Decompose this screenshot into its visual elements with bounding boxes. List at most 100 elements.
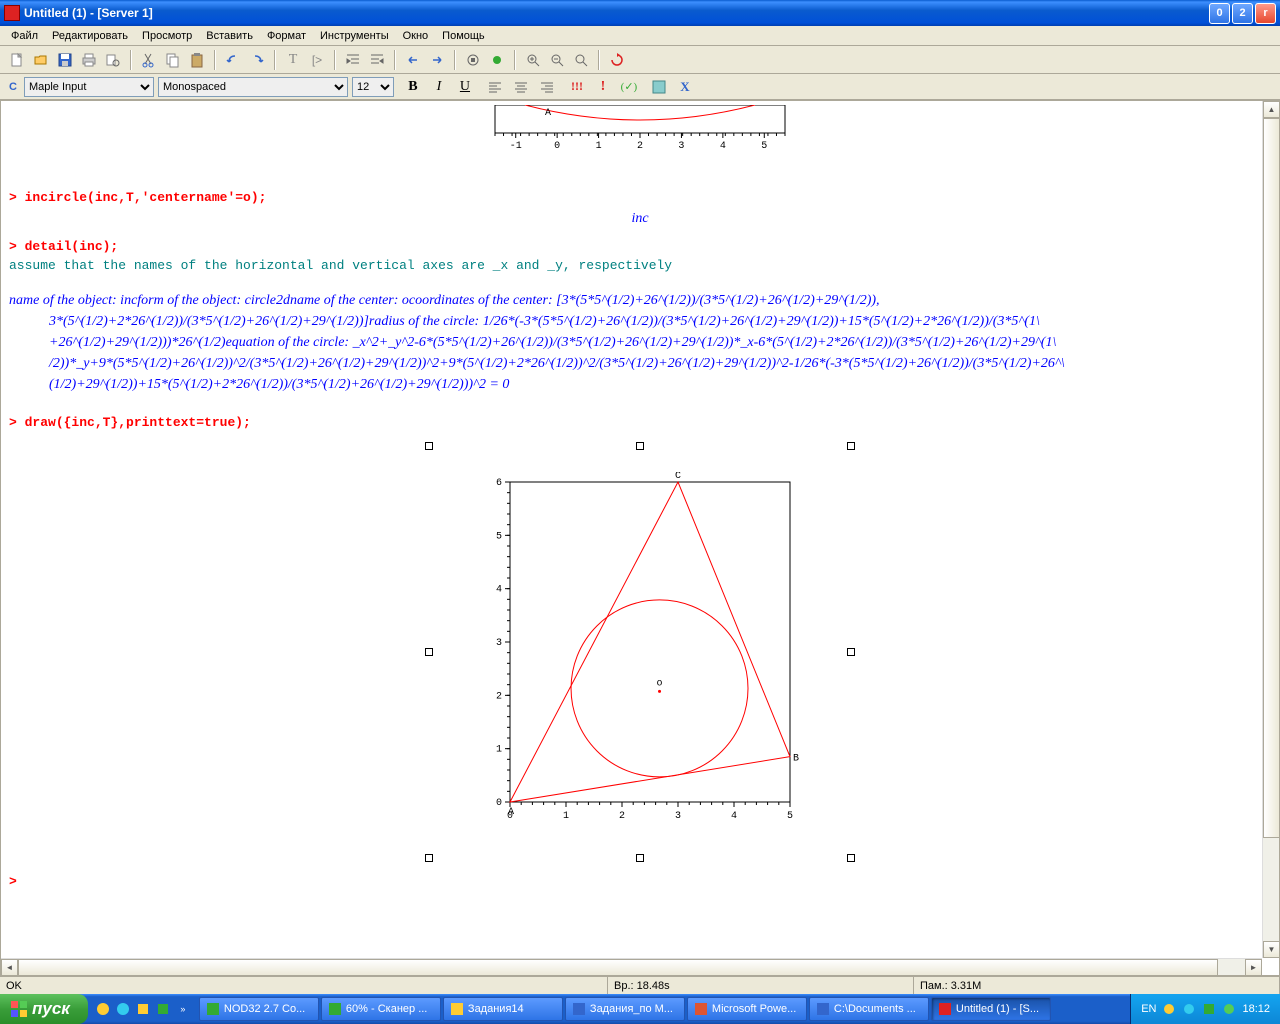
- align-right-icon[interactable]: [536, 77, 558, 97]
- restart-icon[interactable]: [606, 49, 628, 71]
- title-bar: Untitled (1) - [Server 1] 0 2 r: [0, 0, 1280, 26]
- size-select[interactable]: 12: [352, 77, 394, 97]
- save-icon[interactable]: [54, 49, 76, 71]
- style-prefix-label: C: [6, 81, 20, 93]
- svg-text:0: 0: [554, 141, 560, 150]
- bold-button[interactable]: B: [402, 77, 424, 97]
- input-line-1[interactable]: > incircle(inc,T,'centername'=o);: [9, 188, 1271, 208]
- taskbar-button-3[interactable]: Задания_по М...: [565, 997, 685, 1021]
- menu-help[interactable]: Помощь: [435, 28, 492, 44]
- ql-icon-1[interactable]: [94, 998, 112, 1020]
- menu-format[interactable]: Формат: [260, 28, 313, 44]
- indent-icon[interactable]: [342, 49, 364, 71]
- variable-x-icon[interactable]: X: [674, 77, 696, 97]
- menu-edit[interactable]: Редактировать: [45, 28, 135, 44]
- svg-text:1: 1: [596, 141, 602, 150]
- execute-button[interactable]: !: [592, 77, 614, 97]
- format-toolbar: C Maple Input Monospaced 12 B I U !!! ! …: [0, 74, 1280, 100]
- tray-icon-4[interactable]: [1222, 1002, 1236, 1016]
- input-line-3[interactable]: > draw({inc,T},printtext=true);: [9, 413, 1271, 433]
- print-icon[interactable]: [78, 49, 100, 71]
- taskbar-button-6[interactable]: Untitled (1) - [S...: [931, 997, 1051, 1021]
- prompt-icon[interactable]: [>: [306, 49, 328, 71]
- zoom-out-icon[interactable]: [546, 49, 568, 71]
- debug-icon[interactable]: [486, 49, 508, 71]
- outdent-icon[interactable]: [366, 49, 388, 71]
- font-select[interactable]: Monospaced: [158, 77, 348, 97]
- svg-text:4: 4: [496, 585, 502, 596]
- taskbar-button-2[interactable]: Задания14: [443, 997, 563, 1021]
- tray-icon-1[interactable]: [1162, 1002, 1176, 1016]
- minimize-button[interactable]: 0: [1209, 3, 1230, 24]
- input-line-2[interactable]: > detail(inc);: [9, 237, 1271, 257]
- main-toolbar: T [>: [0, 46, 1280, 74]
- svg-text:-1: -1: [510, 141, 522, 150]
- svg-text:4: 4: [720, 141, 726, 150]
- menu-window[interactable]: Окно: [396, 28, 436, 44]
- menu-tools[interactable]: Инструменты: [313, 28, 396, 44]
- ql-expand-icon[interactable]: »: [174, 998, 192, 1020]
- check-icon[interactable]: (✓): [618, 77, 640, 97]
- undo-icon[interactable]: [222, 49, 244, 71]
- svg-text:o: o: [657, 678, 663, 689]
- align-center-icon[interactable]: [510, 77, 532, 97]
- cut-icon[interactable]: [138, 49, 160, 71]
- window-title: Untitled (1) - [Server 1]: [24, 6, 1207, 20]
- open-icon[interactable]: [30, 49, 52, 71]
- zoom-in-icon[interactable]: [522, 49, 544, 71]
- svg-text:5: 5: [496, 531, 502, 542]
- language-indicator[interactable]: EN: [1141, 1003, 1156, 1015]
- ql-icon-2[interactable]: [114, 998, 132, 1020]
- copy-icon[interactable]: [162, 49, 184, 71]
- tray-icon-2[interactable]: [1182, 1002, 1196, 1016]
- taskbar-button-4[interactable]: Microsoft Powe...: [687, 997, 807, 1021]
- menu-view[interactable]: Просмотр: [135, 28, 199, 44]
- menu-file[interactable]: Файл: [4, 28, 45, 44]
- paste-icon[interactable]: [186, 49, 208, 71]
- italic-button[interactable]: I: [428, 77, 450, 97]
- top-plot-fragment: A -1012345: [485, 105, 795, 150]
- print-preview-icon[interactable]: [102, 49, 124, 71]
- redo-icon[interactable]: [246, 49, 268, 71]
- status-ok: OK: [0, 977, 608, 994]
- taskbar-button-1[interactable]: 60% - Сканер ...: [321, 997, 441, 1021]
- taskbar-button-5[interactable]: C:\Documents ...: [809, 997, 929, 1021]
- svg-text:4: 4: [731, 811, 737, 822]
- tray-icon-3[interactable]: [1202, 1002, 1216, 1016]
- taskbar-button-0[interactable]: NOD32 2.7 Co...: [199, 997, 319, 1021]
- insert-x-icon[interactable]: [648, 77, 670, 97]
- svg-text:2: 2: [496, 691, 502, 702]
- close-button[interactable]: r: [1255, 3, 1276, 24]
- execute-all-button[interactable]: !!!: [566, 77, 588, 97]
- ql-icon-4[interactable]: [154, 998, 172, 1020]
- align-left-icon[interactable]: [484, 77, 506, 97]
- svg-text:A: A: [545, 108, 551, 119]
- system-tray: EN 18:12: [1130, 994, 1280, 1024]
- quick-launch: »: [88, 998, 198, 1020]
- incircle-plot[interactable]: 0123450123456ABCo: [425, 442, 855, 862]
- clock[interactable]: 18:12: [1242, 1003, 1270, 1015]
- ql-icon-3[interactable]: [134, 998, 152, 1020]
- taskbar: пуск » NOD32 2.7 Co...60% - Сканер ...За…: [0, 994, 1280, 1024]
- zoom-reset-icon[interactable]: [570, 49, 592, 71]
- start-button[interactable]: пуск: [0, 994, 88, 1024]
- svg-text:5: 5: [761, 141, 767, 150]
- document-area: A -1 0 1 2 3 4 5 > incircle(inc,T,'centername'…: [0, 100, 1280, 976]
- svg-text:0: 0: [496, 798, 502, 809]
- menu-insert[interactable]: Вставить: [199, 28, 260, 44]
- maximize-button[interactable]: 2: [1232, 3, 1253, 24]
- menu-bar: Файл Редактировать Просмотр Вставить Фор…: [0, 26, 1280, 46]
- underline-button[interactable]: U: [454, 77, 476, 97]
- svg-text:3: 3: [675, 811, 681, 822]
- empty-prompt[interactable]: >: [9, 872, 1271, 892]
- new-icon[interactable]: [6, 49, 28, 71]
- stop-icon[interactable]: [462, 49, 484, 71]
- back-icon[interactable]: [402, 49, 424, 71]
- forward-icon[interactable]: [426, 49, 448, 71]
- style-select[interactable]: Maple Input: [24, 77, 154, 97]
- vertical-scrollbar[interactable]: ▲ ▼: [1262, 101, 1279, 958]
- horizontal-scrollbar[interactable]: ◄ ►: [1, 958, 1262, 975]
- text-mode-icon[interactable]: T: [282, 49, 304, 71]
- svg-text:C: C: [675, 472, 681, 482]
- svg-text:2: 2: [619, 811, 625, 822]
